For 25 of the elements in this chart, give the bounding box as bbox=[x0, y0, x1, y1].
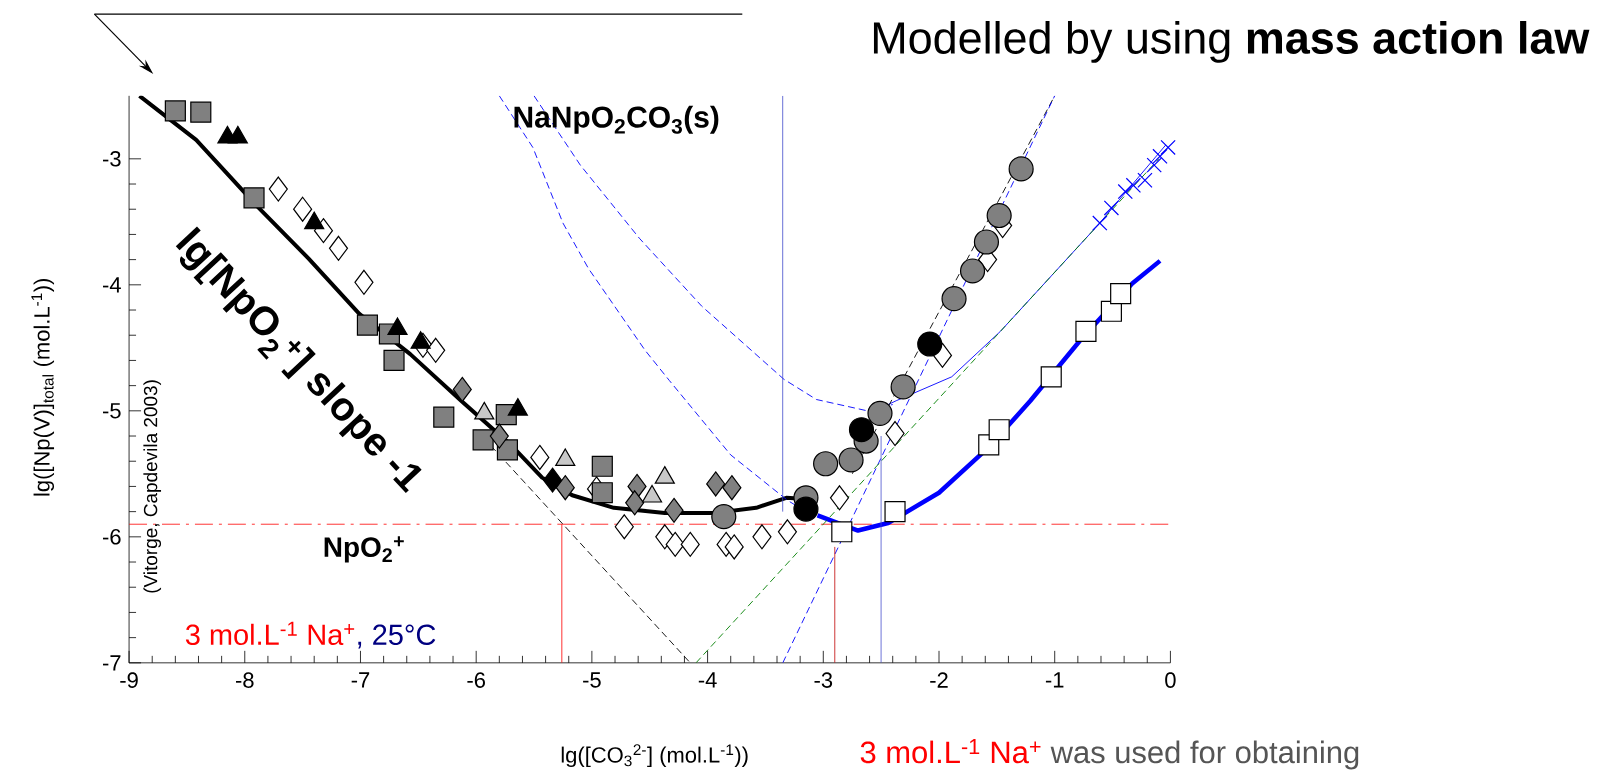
text: 3 mol.L$^{-1}$ Na$^{+}$ bbox=[860, 739, 1041, 764]
x-tick-label: -3 bbox=[814, 672, 833, 689]
x-tick-label: -5 bbox=[583, 672, 601, 688]
y-tick-label: -7 bbox=[102, 655, 121, 671]
x-axis-title: lg([CO$_{3}$$^{2-}$] (mol.L$^{-1}$)) bbox=[561, 744, 748, 768]
y-axis-title: lg([Np(V)]$_{total}$ (mol.L$^{-1}$)) bbox=[31, 279, 55, 496]
annotation: NaNpO$_{2}$CO$_{3}$(s) bbox=[514, 105, 719, 134]
y-tick-label: -3 bbox=[102, 151, 121, 167]
annotation: (Vitorge, Capdevila 2003) bbox=[143, 380, 162, 593]
chart-title: Modelled by using mass action law bbox=[873, 21, 1590, 64]
x-tick-label: -2 bbox=[930, 672, 948, 688]
y-tick-label: -4 bbox=[102, 277, 121, 293]
x-tick-label: -1 bbox=[1045, 672, 1064, 688]
x-tick-label: -4 bbox=[698, 672, 717, 688]
x-tick-label: 0 bbox=[1165, 672, 1176, 689]
annotation: 3 mol.L$^{-1}$ Na$^{+}$ bbox=[185, 621, 355, 646]
annotation: NpO$_{2}$+ bbox=[324, 536, 404, 563]
text: was used for obtaining bbox=[1050, 740, 1359, 770]
annotation: , 25°C bbox=[358, 624, 436, 649]
y-tick-label: -5 bbox=[102, 403, 121, 419]
x-tick-label: -9 bbox=[120, 672, 138, 689]
x-tick-label: -8 bbox=[235, 672, 254, 689]
x-tick-label: -6 bbox=[467, 672, 485, 689]
x-tick-label: -7 bbox=[351, 672, 370, 688]
y-tick-label: -6 bbox=[102, 529, 121, 545]
